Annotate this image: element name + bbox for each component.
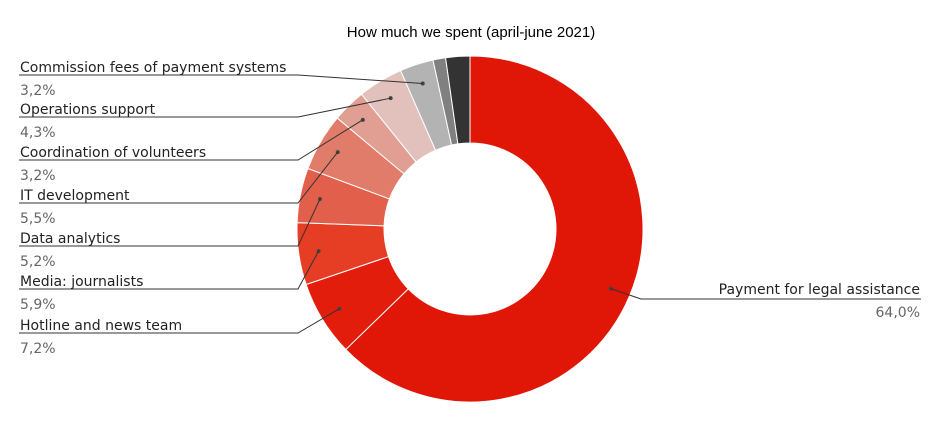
slice-labels: Payment for legal assistance 64,0% Hotline…	[20, 60, 920, 357]
slice-percent: 7,2%	[20, 341, 56, 357]
slice-label: Coordination of volunteers	[20, 145, 206, 161]
slice-unlabeled-9	[445, 55, 471, 145]
leader-line	[19, 97, 391, 118]
leader-line	[19, 74, 423, 84]
leader-lines	[19, 74, 921, 334]
leader-line	[610, 288, 921, 300]
slice-label: Data analytics	[20, 231, 120, 247]
slice-payment-for-legal-assistance	[345, 55, 644, 403]
leader-line	[19, 119, 364, 161]
slice-label: Operations support	[20, 102, 156, 118]
slice-label: Commission fees of payment systems	[20, 60, 286, 76]
slice-label: IT development	[20, 188, 130, 204]
slice-percent: 64,0%	[876, 305, 920, 321]
slice-percent: 3,2%	[20, 83, 56, 99]
leader-line	[19, 198, 321, 247]
slice-label: Payment for legal assistance	[719, 282, 920, 298]
chart-title: How much we spent (april-june 2021)	[347, 24, 595, 41]
slice-percent: 5,9%	[20, 297, 56, 313]
leader-line	[19, 308, 340, 334]
slice-percent: 5,5%	[20, 211, 56, 227]
slice-label: Media: journalists	[20, 274, 143, 290]
slice-percent: 5,2%	[20, 254, 56, 270]
donut-slices	[296, 55, 644, 403]
slice-percent: 4,3%	[20, 125, 56, 141]
slice-label: Hotline and news team	[20, 318, 182, 334]
leader-line	[19, 151, 339, 204]
leader-line	[19, 250, 320, 290]
slice-percent: 3,2%	[20, 168, 56, 184]
